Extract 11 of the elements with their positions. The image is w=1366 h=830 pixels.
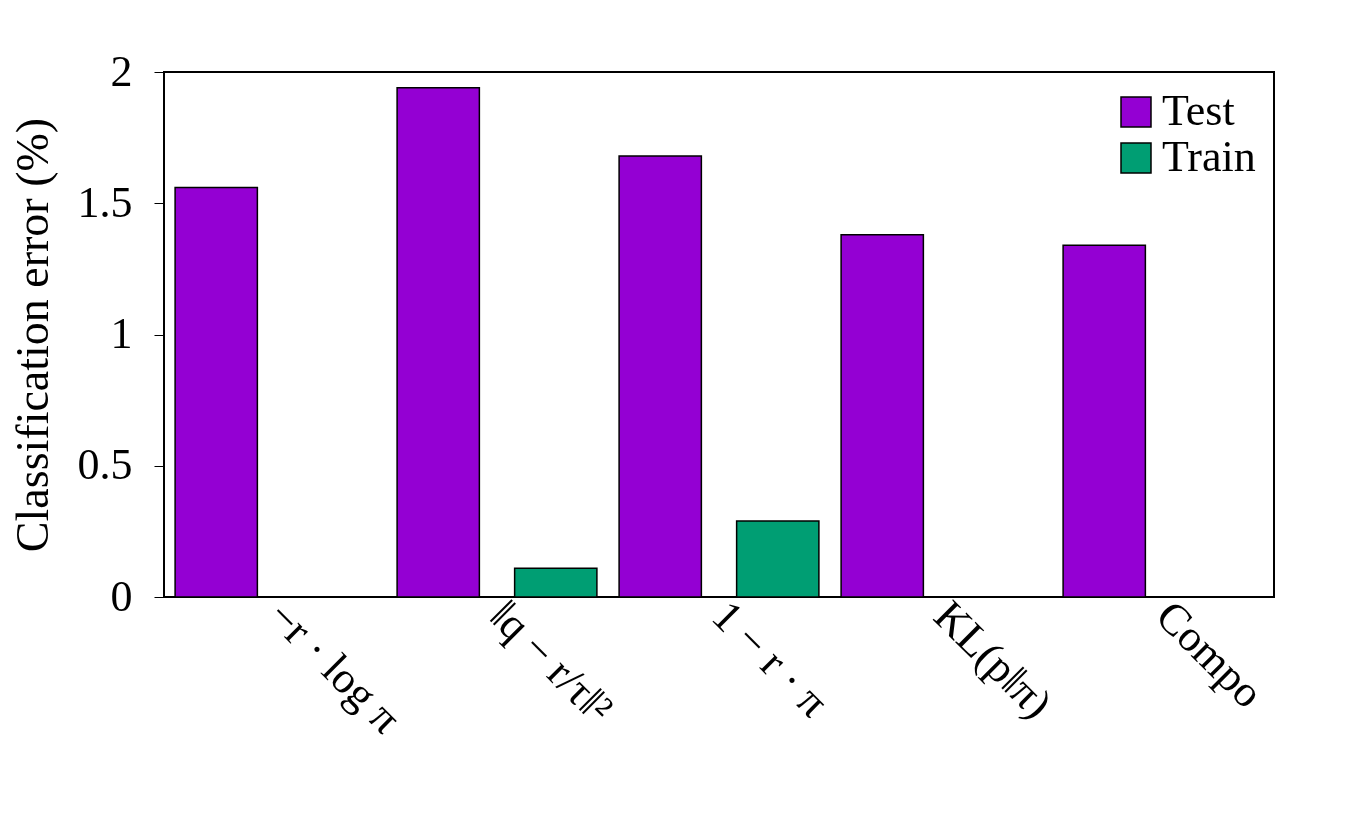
y-axis-title: Classification error (%): [6, 117, 58, 553]
y-tick-label: 0: [110, 571, 133, 621]
y-tick-label: 1: [110, 309, 133, 358]
x-tick-label: 1 − r · π: [702, 591, 839, 727]
x-tick-label: −r · log π: [258, 591, 411, 743]
legend-label: Test: [1162, 86, 1235, 135]
y-tick-label: 0.5: [77, 440, 133, 490]
x-tick-label: ‖q − r/τ‖²: [480, 591, 623, 733]
legend-label: Train: [1162, 132, 1256, 181]
y-tick-label: 1.5: [77, 177, 133, 227]
y-tick-label: 2: [110, 46, 133, 96]
